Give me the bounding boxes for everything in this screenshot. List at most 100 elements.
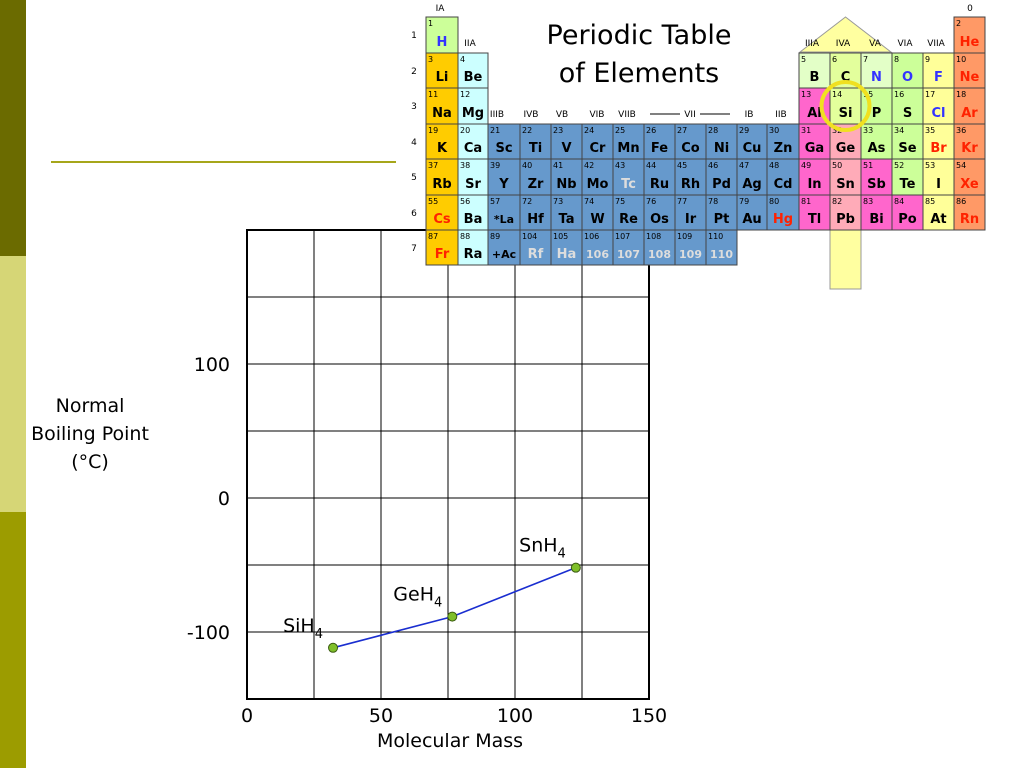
element-symbol: Pt (714, 212, 730, 227)
element-symbol: Ne (960, 70, 980, 85)
element-cell (643, 158, 676, 196)
element-symbol: B (810, 70, 820, 85)
period-number: 6 (411, 209, 417, 219)
element-number: 27 (677, 126, 687, 135)
sidebar-band-bottom (0, 512, 26, 768)
element-number: 105 (553, 232, 568, 241)
element-symbol: 107 (617, 248, 640, 261)
element-cell (922, 87, 955, 125)
data-point-label: SiH4 (283, 615, 323, 642)
element-symbol: Cr (590, 141, 607, 156)
y-tick-label: -100 (187, 622, 230, 644)
period-number: 4 (411, 138, 417, 148)
group-label: IB (745, 110, 754, 120)
element-number: 48 (769, 161, 779, 170)
element-symbol: Hg (773, 212, 793, 227)
element-number: 75 (615, 197, 625, 206)
x-tick-label: 50 (369, 705, 393, 727)
element-symbol: Nb (556, 177, 576, 192)
group-label: VIIA (927, 39, 945, 49)
element-symbol: Rf (528, 247, 544, 262)
element-cell (922, 123, 955, 160)
element-cell (705, 194, 738, 231)
element-number: 106 (584, 232, 599, 241)
element-number: 86 (956, 197, 966, 206)
element-number: 72 (522, 197, 532, 206)
sidebar-band-top (0, 0, 26, 256)
data-point-label: SnH4 (519, 535, 566, 562)
group-label: IIB (775, 110, 786, 120)
element-number: 5 (801, 55, 806, 64)
element-symbol: He (960, 35, 980, 50)
element-number: 22 (522, 126, 532, 135)
period-number: 7 (411, 244, 417, 254)
element-number: 9 (925, 55, 930, 64)
y-axis-label-line-2: Boiling Point (31, 423, 149, 445)
element-cell (953, 194, 986, 231)
element-symbol: Kr (961, 141, 978, 156)
y-axis-label: Normal Boiling Point (°C) (20, 392, 160, 476)
element-symbol: F (934, 70, 943, 85)
element-number: 84 (894, 197, 904, 206)
element-number: 10 (956, 55, 966, 64)
element-number: 1 (428, 19, 433, 28)
element-cell (643, 123, 676, 160)
element-cell (798, 194, 831, 231)
element-cell (766, 194, 800, 231)
x-tick-label: 100 (497, 705, 533, 727)
element-symbol: Sr (465, 177, 481, 192)
element-number: 55 (428, 197, 438, 206)
element-symbol: N (871, 70, 882, 85)
element-number: 83 (863, 197, 873, 206)
element-cell (425, 229, 459, 266)
x-tick-label: 0 (241, 705, 253, 727)
element-number: 57 (490, 197, 500, 206)
y-axis-label-line-3: (°C) (71, 451, 109, 473)
element-number: 19 (428, 126, 438, 135)
element-symbol: C (841, 70, 851, 85)
element-symbol: O (902, 70, 913, 85)
element-symbol: Hf (527, 212, 544, 227)
element-cell (425, 52, 459, 89)
element-number: 28 (708, 126, 718, 135)
element-symbol: As (868, 141, 886, 156)
element-symbol: Ge (836, 141, 856, 156)
element-number: 29 (739, 126, 749, 135)
decorative-sidebar (0, 0, 26, 768)
y-axis-label-line-1: Normal (55, 395, 125, 417)
group-label: VIB (590, 110, 605, 120)
element-number: 18 (956, 90, 966, 99)
data-point (447, 611, 458, 622)
element-symbol: Si (839, 106, 853, 121)
period-number: 3 (411, 102, 417, 112)
y-tick-label: 0 (218, 488, 230, 510)
element-symbol: Na (432, 106, 452, 121)
element-symbol: Xe (960, 177, 979, 192)
element-symbol: Cl (932, 106, 946, 121)
element-number: 3 (428, 55, 433, 64)
element-number: 51 (863, 161, 873, 170)
group-label: IA (436, 4, 446, 14)
title-divider-line (51, 161, 396, 163)
element-symbol: Cs (433, 212, 451, 227)
table-title-line-2: of Elements (559, 58, 719, 89)
element-symbol: Fr (435, 247, 450, 262)
element-cell (457, 194, 489, 231)
element-symbol: Mg (462, 106, 484, 121)
element-symbol: Au (742, 212, 761, 227)
element-number: 104 (522, 232, 537, 241)
element-number: 36 (956, 126, 966, 135)
element-cell (487, 194, 521, 231)
element-number: 2 (956, 19, 961, 28)
element-symbol: Cd (774, 177, 793, 192)
period-number: 5 (411, 173, 417, 183)
element-number: 79 (739, 197, 749, 206)
element-cell (550, 194, 583, 231)
element-number: 110 (708, 232, 723, 241)
element-number: 34 (894, 126, 904, 135)
element-number: 88 (460, 232, 470, 241)
element-number: 85 (925, 197, 935, 206)
element-number: 78 (708, 197, 718, 206)
element-number: 87 (428, 232, 438, 241)
element-number: 74 (584, 197, 594, 206)
